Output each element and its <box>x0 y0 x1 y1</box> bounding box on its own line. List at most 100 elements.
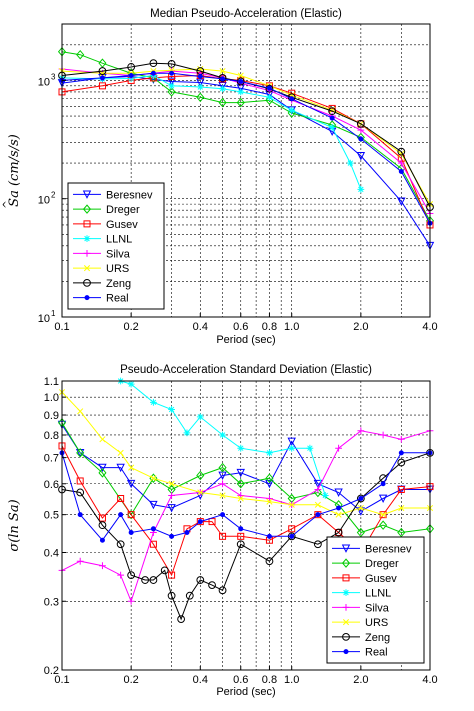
data-point <box>314 511 322 519</box>
x-tick-label: 1.0 <box>284 674 299 686</box>
data-point <box>315 512 321 518</box>
x-tick-label: 0.4 <box>193 674 208 686</box>
data-point <box>168 480 175 487</box>
data-point <box>287 108 296 118</box>
legend-marker <box>83 278 91 287</box>
data-point <box>197 489 204 496</box>
data-point <box>76 49 85 60</box>
data-point <box>208 518 216 526</box>
y-tick-label: 0.7 <box>44 453 59 465</box>
y-axis-label-group: σ(ln Sa) <box>7 499 22 551</box>
data-point <box>127 511 135 519</box>
legend-entry-silva: Silva <box>73 248 131 260</box>
data-point <box>357 126 365 134</box>
data-point <box>149 59 158 68</box>
data-point <box>397 486 405 494</box>
data-point <box>288 525 296 533</box>
data-point <box>237 495 244 502</box>
data-point <box>314 486 322 493</box>
series-line <box>61 72 431 224</box>
y-tick-label: 1.0 <box>44 392 59 404</box>
data-point <box>379 520 388 530</box>
x-tick-label: 2.0 <box>353 321 368 333</box>
data-point <box>98 463 107 473</box>
legend: Beresnev Dreger Gusev LLNL Silva URS Zeng Real <box>326 536 425 664</box>
data-point <box>196 92 205 103</box>
x-tick-label: 0.1 <box>54 321 69 333</box>
data-point <box>335 511 342 518</box>
data-point <box>398 450 404 456</box>
data-point <box>218 97 227 108</box>
legend-entry-urs: URS <box>73 263 129 275</box>
legend-entry-dreger: Dreger <box>73 204 140 216</box>
y-tick-base: 10 <box>38 195 50 207</box>
data-point <box>289 533 295 539</box>
data-point <box>219 85 226 93</box>
y-tick-label: 0.3 <box>44 596 59 608</box>
data-point <box>128 464 135 471</box>
data-point <box>167 77 176 86</box>
legend-label: LLNL <box>106 234 132 246</box>
data-point <box>328 124 336 131</box>
data-point <box>314 501 321 508</box>
data-point <box>220 512 226 518</box>
data-point <box>398 504 405 512</box>
data-point <box>167 504 176 513</box>
series-line <box>61 430 431 603</box>
data-point <box>358 136 364 142</box>
data-point <box>287 437 296 446</box>
legend-entry-zeng: Zeng <box>73 278 131 290</box>
data-point <box>397 458 406 467</box>
data-point <box>98 82 106 90</box>
legend-entry-beresnev: Beresnev <box>73 189 153 201</box>
y-tick-exponent: 3 <box>51 72 56 81</box>
data-point <box>220 76 226 82</box>
data-point <box>167 591 176 600</box>
data-point <box>160 566 169 575</box>
series-line <box>61 391 430 516</box>
x-tick-label: 2.0 <box>353 674 368 686</box>
data-point <box>219 67 226 75</box>
x-tick-label: 0.6 <box>233 674 248 686</box>
series-line <box>61 75 431 247</box>
data-point <box>266 533 272 539</box>
y-axis-label-hat: ^ <box>2 200 13 208</box>
data-point <box>321 492 329 499</box>
data-point <box>76 488 85 497</box>
data-point <box>149 576 158 584</box>
y-axis-label-group: Sa (cm/s/s)^ <box>2 134 22 209</box>
y-tick-label: 10 3 <box>38 72 56 88</box>
legend-marker <box>341 544 351 553</box>
axes-box <box>61 380 431 671</box>
legend-label: Zeng <box>106 278 131 290</box>
data-point <box>99 75 105 81</box>
legend-label: Real <box>365 647 388 659</box>
y-axis-label: Sa (cm/s/s) <box>7 134 22 207</box>
data-point <box>380 481 386 487</box>
data-point <box>334 488 343 497</box>
data-point <box>183 429 191 437</box>
legend-marker <box>342 574 350 582</box>
legend-entry-real: Real <box>73 293 129 305</box>
legend-marker <box>83 220 91 228</box>
y-tick-label: 0.4 <box>44 547 59 559</box>
y-tick-label: 0.9 <box>44 410 59 422</box>
x-tick-label: 0.6 <box>233 321 248 333</box>
data-point <box>357 504 364 512</box>
legend-label: Gusev <box>365 573 397 585</box>
data-point <box>236 478 245 489</box>
data-point <box>150 475 157 482</box>
legend-label: URS <box>365 617 388 629</box>
data-point <box>237 444 245 452</box>
x-axis-label: Period (sec) <box>216 686 275 698</box>
data-point <box>76 557 84 565</box>
x-axis-label: Period (sec) <box>216 334 275 346</box>
data-point <box>118 512 124 518</box>
data-point <box>397 159 405 167</box>
legend-label: Beresnev <box>365 543 412 555</box>
legend-entry-gusev: Gusev <box>332 573 397 585</box>
data-point <box>196 576 205 584</box>
data-point <box>149 540 157 548</box>
data-point <box>76 448 85 458</box>
data-point <box>266 85 272 91</box>
